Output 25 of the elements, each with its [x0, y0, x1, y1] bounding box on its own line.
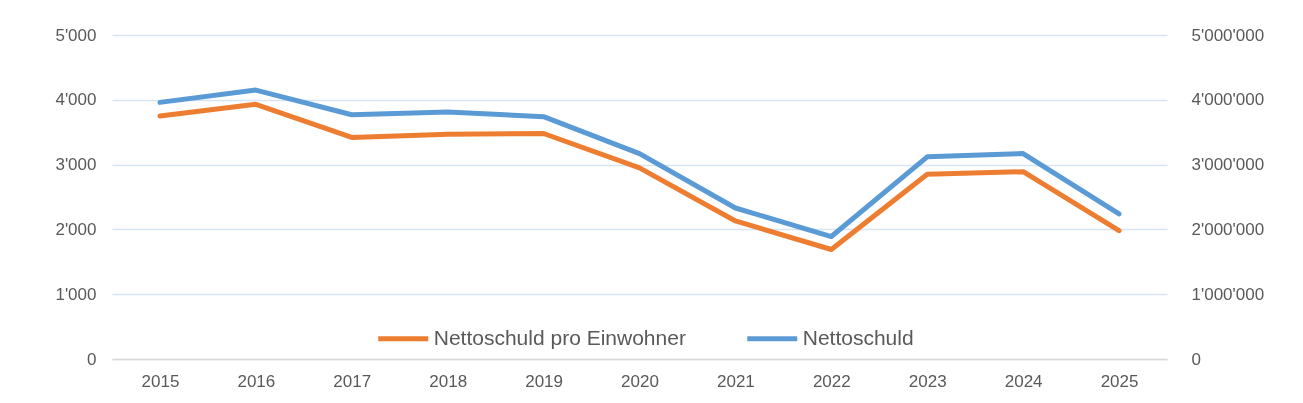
y2-tick-label: 1'000'000 — [1191, 284, 1265, 304]
x-tick-label: 2018 — [429, 371, 468, 391]
x-tick-label: 2015 — [141, 371, 180, 391]
y2-tick-label: 4'000'000 — [1191, 90, 1265, 110]
y-tick-label: 2'000 — [55, 219, 97, 239]
y2-tick-label: 0 — [1191, 349, 1201, 369]
y-tick-label: 4'000 — [55, 90, 97, 110]
y2-tick-label: 5'000'000 — [1191, 25, 1265, 45]
x-tick-label: 2022 — [812, 371, 851, 391]
x-tick-label: 2016 — [237, 371, 276, 391]
x-tick-label: 2020 — [621, 371, 659, 391]
x-tick-label: 2021 — [717, 371, 755, 391]
x-tick-label: 2019 — [525, 371, 564, 391]
x-tick-label: 2024 — [1004, 371, 1043, 391]
y-tick-label: 5'000 — [55, 25, 97, 45]
x-tick-label: 2017 — [333, 371, 372, 391]
y-tick-label: 3'000 — [55, 155, 97, 175]
y-tick-label: 1'000 — [55, 284, 97, 304]
x-tick-label: 2023 — [908, 371, 947, 391]
legend-label: Nettoschuld — [802, 325, 914, 349]
y2-tick-label: 2'000'000 — [1191, 219, 1265, 239]
x-tick-label: 2025 — [1100, 371, 1139, 391]
y-tick-label: 0 — [87, 349, 97, 369]
legend-label: Nettoschuld pro Einwohner — [433, 325, 686, 349]
y2-tick-label: 3'000'000 — [1191, 155, 1265, 175]
